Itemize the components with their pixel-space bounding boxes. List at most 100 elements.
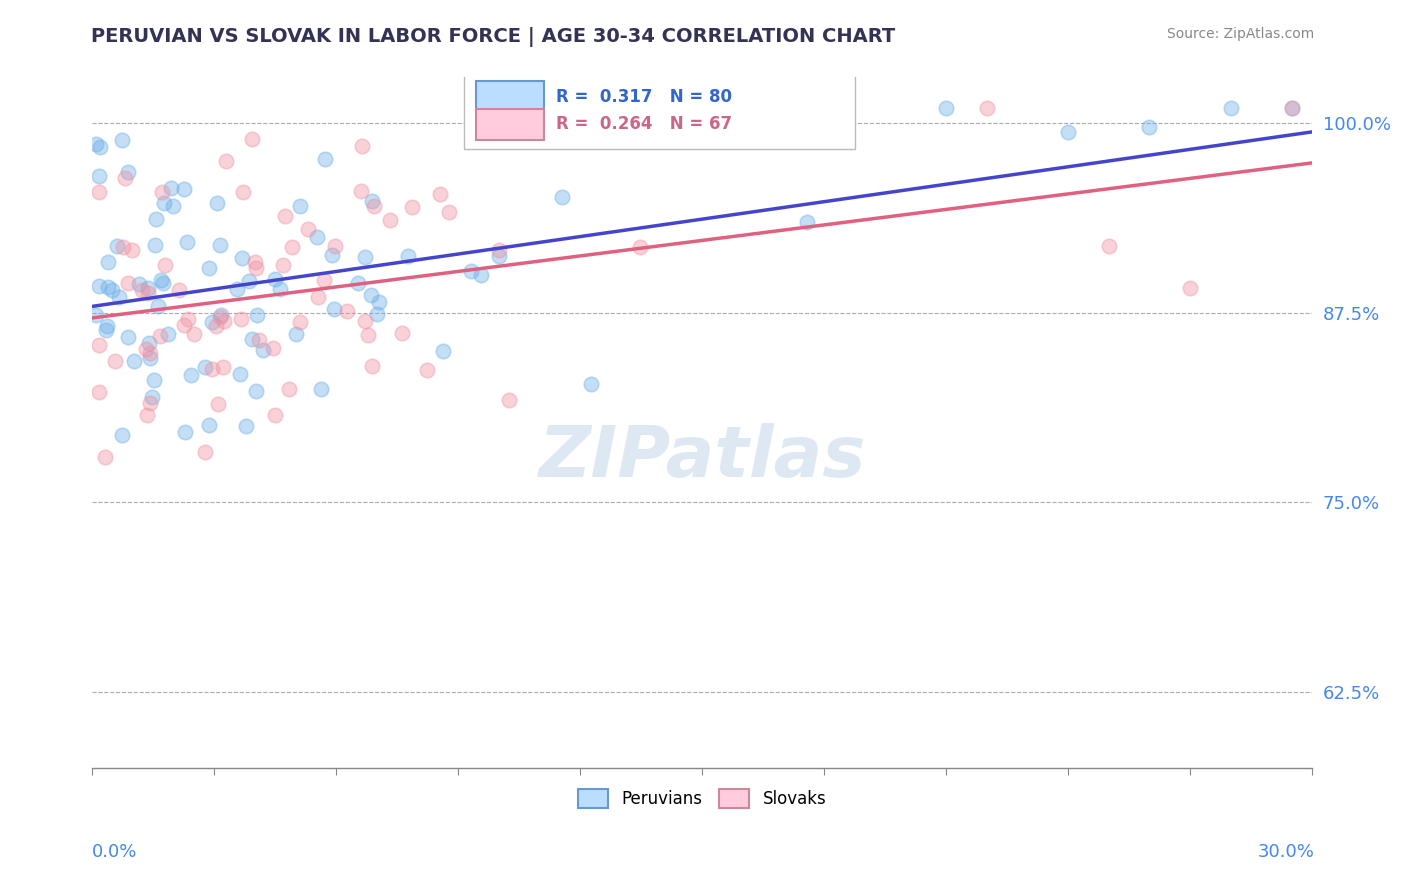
Text: PERUVIAN VS SLOVAK IN LABOR FORCE | AGE 30-34 CORRELATION CHART: PERUVIAN VS SLOVAK IN LABOR FORCE | AGE … [91,27,896,46]
Point [401,200,423,214]
Point [173,425,195,440]
Point [117,330,139,344]
Point [263,409,285,423]
Point [271,258,294,272]
Point [89,185,111,199]
Point [579,376,602,391]
Point [232,185,254,199]
Point [176,235,198,249]
Point [208,238,231,252]
Point [138,396,160,410]
Point [193,360,215,375]
Text: R =  0.264   N = 67: R = 0.264 N = 67 [555,115,733,133]
Point [143,238,166,252]
Point [183,326,205,341]
Point [94,450,117,464]
Point [201,362,224,376]
Point [354,314,377,328]
Point [131,283,153,297]
Point [112,240,135,254]
Point [138,280,160,294]
Point [149,328,172,343]
Point [353,250,375,264]
Point [208,310,231,324]
Point [160,180,183,194]
Point [396,249,419,263]
Point [290,315,312,329]
Text: ZIPatlas: ZIPatlas [538,423,866,491]
Point [146,299,169,313]
Point [238,274,260,288]
Point [470,268,492,282]
Point [323,302,346,317]
Point [1281,101,1303,115]
Point [245,261,267,276]
Point [290,199,312,213]
Point [229,368,252,382]
Point [380,213,402,227]
Point [139,345,162,359]
Point [97,255,120,269]
Point [314,152,336,166]
Point [108,290,131,304]
Point [297,222,319,236]
Point [96,318,118,333]
Point [269,282,291,296]
Point [235,418,257,433]
Point [111,133,134,147]
Point [281,240,304,254]
Point [1219,101,1241,115]
Point [205,195,228,210]
Point [122,354,145,368]
Point [360,359,382,374]
Point [226,282,249,296]
Point [628,239,651,253]
Point [363,199,385,213]
Point [361,194,384,208]
Point [86,309,108,323]
Point [87,278,110,293]
Point [198,261,221,276]
Point [201,315,224,329]
Point [246,308,269,322]
Point [215,153,238,168]
Point [274,209,297,223]
Point [1057,125,1080,139]
Point [209,308,232,322]
Point [1281,101,1303,115]
Point [368,295,391,310]
Point [180,368,202,382]
Point [135,343,157,357]
Point [935,101,957,115]
Point [350,185,373,199]
Point [173,318,195,333]
Point [89,140,111,154]
Point [194,445,217,459]
Point [352,138,374,153]
Point [262,341,284,355]
Point [240,132,263,146]
Point [247,334,270,348]
Point [212,360,235,375]
Point [551,190,574,204]
Point [94,323,117,337]
Point [138,336,160,351]
Point [498,392,520,407]
Point [177,311,200,326]
Point [323,239,346,253]
FancyBboxPatch shape [477,81,544,112]
Point [976,101,998,115]
Point [432,343,454,358]
Point [1137,120,1160,134]
Point [231,252,253,266]
Point [128,277,150,292]
Point [135,409,157,423]
Point [155,258,177,272]
Point [169,283,191,297]
Point [263,272,285,286]
Point [145,211,167,226]
Point [207,397,229,411]
Point [1178,280,1201,294]
Legend: Peruvians, Slovaks: Peruvians, Slovaks [571,782,832,815]
Point [86,136,108,151]
